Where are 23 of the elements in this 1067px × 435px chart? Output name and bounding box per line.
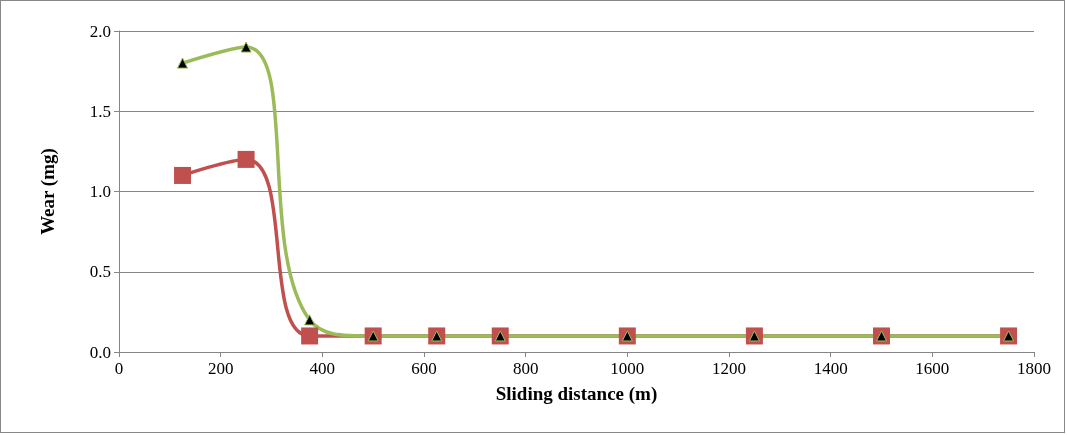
x-tick-label: 400 xyxy=(309,359,336,378)
y-tick-label: 1.0 xyxy=(89,182,111,201)
x-tick-label: 200 xyxy=(207,359,234,378)
x-tick-label: 1800 xyxy=(1017,359,1051,378)
x-tick-label: 0 xyxy=(114,359,124,378)
x-tick-label: 1200 xyxy=(712,359,746,378)
y-axis-title: Wear (mg) xyxy=(37,148,59,235)
point xyxy=(304,314,316,326)
point xyxy=(177,57,189,69)
point xyxy=(240,41,252,53)
point xyxy=(237,150,255,168)
y-tick-label: 1.5 xyxy=(89,101,111,121)
x-tick-label: 600 xyxy=(411,359,437,378)
y-tick-label: 0.0 xyxy=(89,342,111,362)
x-axis-title: Sliding distance (m) xyxy=(495,383,658,405)
y-tick-label: 0.5 xyxy=(89,262,111,282)
point xyxy=(174,166,192,184)
x-tick-label: 800 xyxy=(512,359,539,378)
point xyxy=(301,327,319,345)
x-tick-label: 1600 xyxy=(915,359,950,378)
y-tick-label: 2.0 xyxy=(89,21,111,41)
x-tick-label: 1400 xyxy=(813,359,848,378)
x-tick-label: 1000 xyxy=(610,359,645,378)
